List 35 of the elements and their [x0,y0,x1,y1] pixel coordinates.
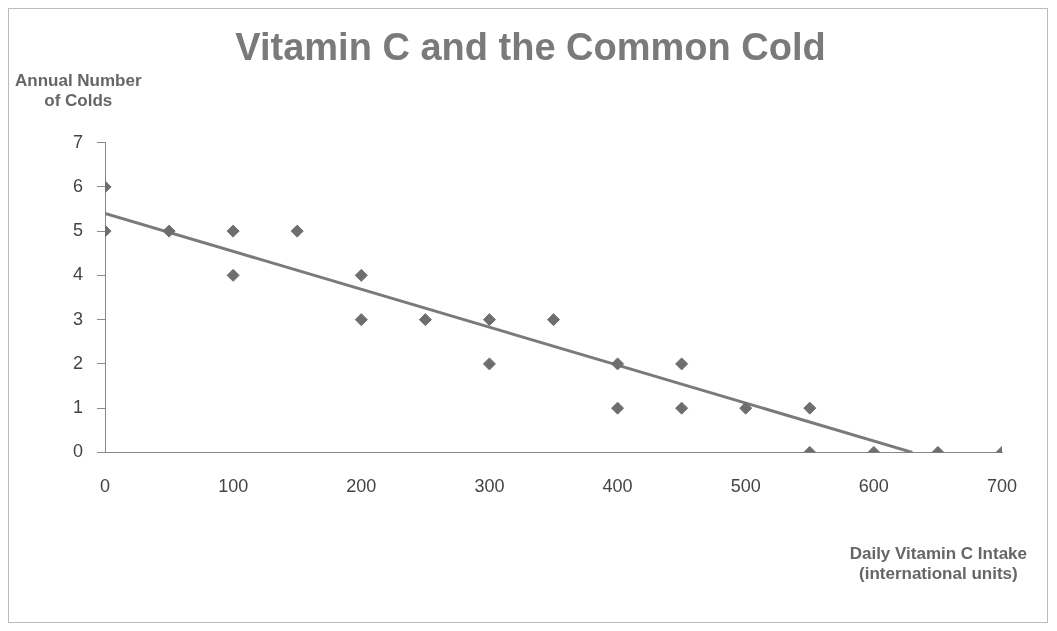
x-tick-label: 100 [218,476,249,497]
point [611,357,625,371]
x-tick-label: 200 [346,476,377,497]
y-tick-label: 4 [73,264,84,285]
x-tick-label: 400 [602,476,633,497]
point [675,401,689,415]
point [162,224,176,238]
y-tick-label: 2 [73,352,84,373]
x-tick-label: 700 [986,476,1018,497]
y-tick-label: 6 [73,175,84,196]
point [739,401,753,415]
y-tick-label: 5 [73,220,84,241]
point [226,268,240,282]
y-tick-label: 3 [73,308,84,329]
point [611,401,625,415]
x-tick-label: 0 [100,476,111,497]
point [482,313,496,327]
y-tick-label: 0 [73,441,84,462]
x-axis-title: Daily Vitamin C Intake (international units) [849,544,1027,584]
x-tick-label: 500 [730,476,761,497]
y-axis-title: Annual Number of Colds [15,71,142,111]
point [354,313,368,327]
chart-title: Vitamin C and the Common Cold [235,26,826,69]
point [290,224,304,238]
point [354,268,368,282]
x-tick-label: 600 [858,476,889,497]
x-tick-label: 300 [474,476,505,497]
point [675,357,689,371]
point [226,224,240,238]
point [803,401,817,415]
point [547,313,561,327]
point [482,357,496,371]
y-tick-label: 1 [73,397,84,418]
y-tick-label: 7 [73,131,84,152]
point [418,313,432,327]
